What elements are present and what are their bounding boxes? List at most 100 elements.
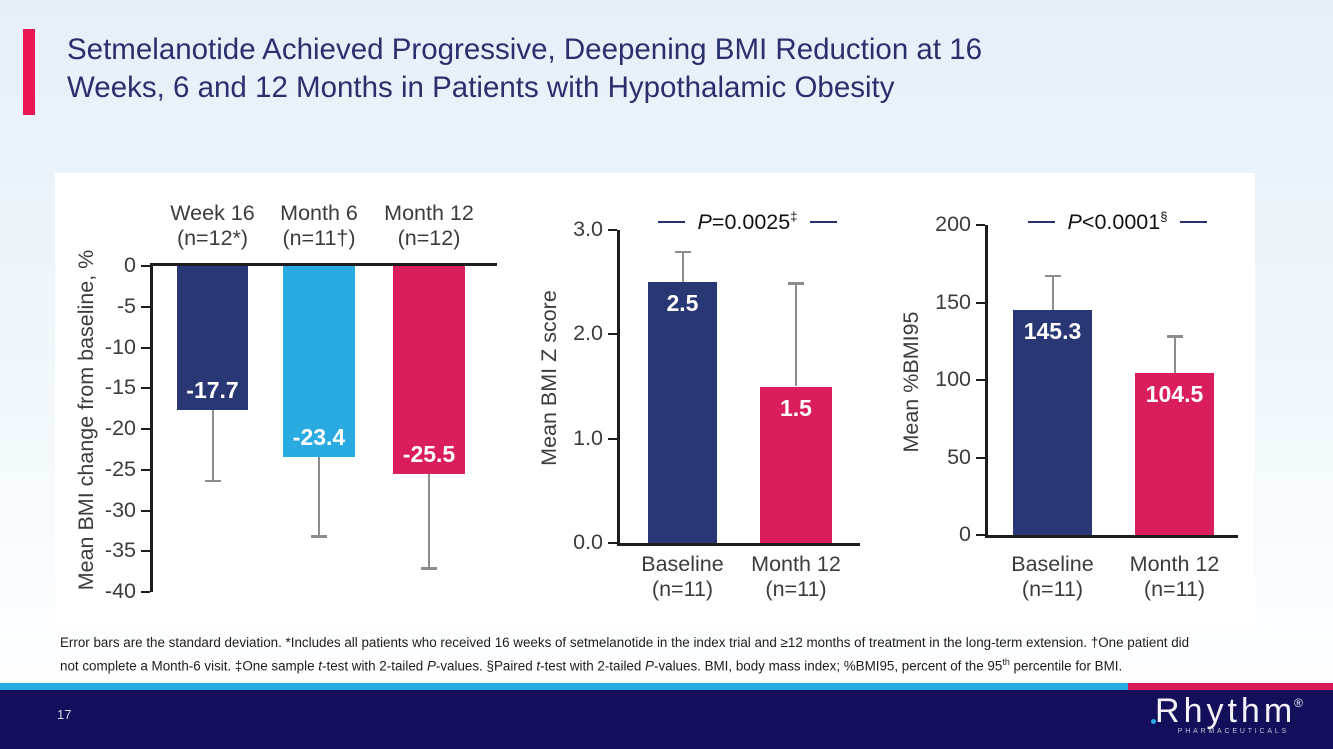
- x-axis: [617, 543, 860, 546]
- category-label-n: (n=11): [765, 577, 827, 601]
- y-tick-label: -30: [104, 497, 136, 522]
- y-tick: [976, 224, 985, 226]
- bar-value-label: 104.5: [1145, 381, 1204, 408]
- y-tick: [141, 387, 150, 390]
- logo-subtext: PHARMACEUTICALS: [1177, 728, 1289, 735]
- footnote-text: P: [426, 657, 436, 673]
- footer-bar: 17 Rhythm® PHARMACEUTICALS: [0, 690, 1333, 749]
- bar: 145.3: [1013, 309, 1092, 535]
- p-dash-left: [657, 221, 685, 223]
- y-tick: [141, 468, 150, 471]
- y-tick-label: -5: [116, 293, 136, 318]
- y-tick-label: -25: [104, 456, 136, 481]
- y-tick-label: -20: [104, 416, 136, 440]
- p-value-text: P=0.0025‡: [697, 208, 798, 235]
- y-tick-label: 1.0: [573, 425, 603, 450]
- y-tick-label: -40: [104, 579, 136, 603]
- p-dash-left: [1027, 221, 1055, 223]
- page-number: 17: [57, 707, 72, 722]
- y-tick-label: 50: [947, 444, 971, 469]
- category-label-n: (n=11†): [282, 226, 356, 250]
- error-whisker: [795, 282, 797, 387]
- category-label-n: (n=12): [397, 226, 461, 250]
- error-cap: [788, 282, 804, 285]
- category-label-n: (n=11): [651, 577, 714, 601]
- y-tick-label: 0: [124, 253, 136, 277]
- error-cap: [421, 567, 437, 570]
- error-whisker: [318, 456, 320, 538]
- footnote: Error bars are the standard deviation. *…: [60, 633, 1200, 675]
- bar: 104.5: [1135, 373, 1214, 535]
- category-label-name: Week 16: [170, 201, 255, 225]
- category-label: Week 16 (n=12*): [133, 201, 293, 251]
- axis-title: Mean BMI Z score: [537, 290, 561, 466]
- footnote-text: percentile for BMI.: [1009, 657, 1123, 673]
- y-tick: [976, 379, 985, 381]
- y-tick: [141, 305, 150, 308]
- bar-value-label: -25.5: [402, 440, 456, 467]
- bar: -25.5: [393, 266, 465, 474]
- y-tick: [608, 542, 617, 544]
- p-dash-right: [810, 221, 838, 223]
- title-accent-bar: [23, 29, 35, 115]
- y-tick-label: 3.0: [573, 217, 603, 241]
- y-axis: [617, 230, 620, 546]
- footer-stripe-pink: [1128, 683, 1333, 690]
- error-whisker: [1051, 274, 1054, 310]
- error-cap: [311, 535, 327, 538]
- bar-value-label: 145.3: [1023, 317, 1082, 344]
- error-whisker: [428, 473, 430, 570]
- axis-title: Mean BMI change from baseline, %: [74, 249, 98, 591]
- category-label-name: Baseline: [641, 552, 724, 576]
- footnote-text: th: [1002, 656, 1010, 667]
- category-label: Baseline (n=11): [973, 552, 1133, 602]
- error-cap: [1166, 335, 1183, 338]
- category-label-name: Month 12: [751, 552, 841, 576]
- category-label-name: Month 12: [1129, 552, 1220, 576]
- category-label: Month 12 (n=12): [349, 201, 509, 251]
- y-tick-label: 150: [935, 289, 971, 314]
- bar-value-label: 2.5: [666, 290, 699, 317]
- footnote-text: P: [645, 657, 654, 673]
- y-tick-label: 200: [935, 212, 971, 236]
- rhythm-logo: Rhythm® PHARMACEUTICALS: [1151, 692, 1305, 735]
- footnote-text: -values. §Paired: [435, 657, 537, 673]
- slide-title-line2: Weeks, 6 and 12 Months in Patients with …: [67, 71, 895, 104]
- footnote-text: -test with 2-tailed: [322, 657, 427, 673]
- y-tick: [608, 333, 617, 336]
- axis-title: Mean %BMI95: [899, 311, 923, 453]
- bar: -23.4: [283, 266, 355, 457]
- y-tick: [141, 591, 150, 593]
- y-tick: [976, 534, 985, 536]
- error-cap: [1044, 274, 1061, 278]
- footnote-text: -test with 2-tailed: [540, 657, 646, 673]
- slide-title-line1: Setmelanotide Achieved Progressive, Deep…: [67, 33, 983, 66]
- y-tick: [141, 509, 150, 512]
- category-label-name: Month 6: [280, 201, 358, 225]
- y-axis: [985, 225, 988, 538]
- p-dash-right: [1180, 221, 1208, 223]
- y-tick: [141, 346, 150, 349]
- bar: 1.5: [760, 386, 832, 543]
- y-tick-label: 100: [935, 367, 971, 391]
- logo-brand-text: Rhythm: [1155, 692, 1297, 730]
- y-tick: [141, 428, 150, 430]
- footnote-text: t: [318, 657, 323, 673]
- p-value-text: P<0.0001§: [1067, 208, 1168, 235]
- category-label-n: (n=11): [1143, 577, 1206, 601]
- y-tick: [608, 229, 617, 231]
- x-axis: [985, 535, 1238, 538]
- error-whisker: [211, 410, 214, 482]
- y-axis: [150, 263, 153, 592]
- y-tick: [141, 265, 150, 267]
- logo-dot-icon: [1151, 719, 1157, 724]
- category-label-n: (n=12*): [176, 226, 249, 250]
- footnote-text: Error bars are the standard deviation. *…: [60, 635, 1190, 673]
- x-axis: [150, 263, 497, 266]
- bar-value-label: 1.5: [780, 394, 812, 421]
- bar: 2.5: [648, 282, 717, 543]
- y-tick: [976, 301, 985, 304]
- category-label: Month 12 (n=11): [1095, 552, 1255, 602]
- slide-title: Setmelanotide Achieved Progressive, Deep…: [67, 31, 1307, 107]
